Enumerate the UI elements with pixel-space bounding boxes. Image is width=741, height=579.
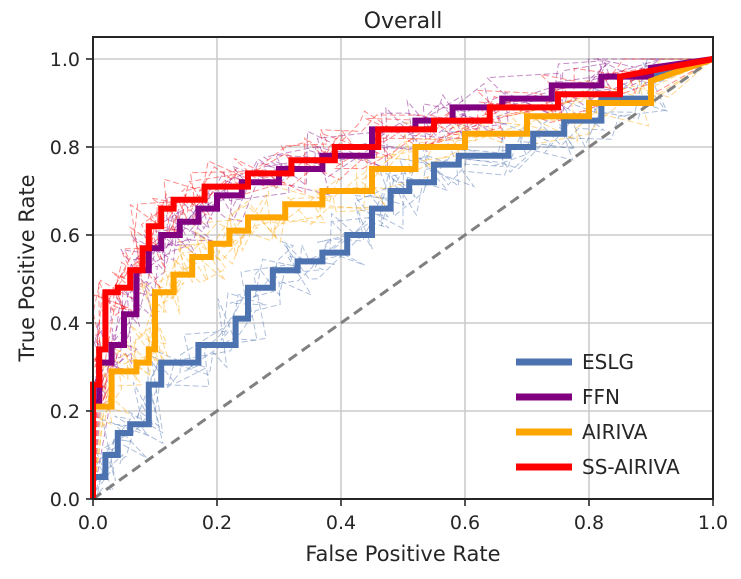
- fold-curve: [92, 58, 714, 500]
- fold-curve: [92, 58, 714, 499]
- chance-line: [92, 57, 714, 501]
- series-line-airiva: [90, 56, 715, 499]
- plot-frame: [92, 36, 714, 500]
- legend: ESLG FFN AIRIVA SS-AIRIVA: [516, 350, 680, 479]
- fold-curve: [92, 58, 714, 499]
- y-tick-label: 0.0: [50, 489, 80, 511]
- x-tick-label: 0.2: [202, 512, 232, 534]
- axis-ticks: 0.0 0.2 0.4 0.6 0.8 1.0 0.0 0.2 0.4 0.6 0.8 1.0: [50, 49, 728, 534]
- y-tick-label: 0.4: [50, 313, 80, 335]
- y-axis-label: True Positive Rate: [15, 174, 39, 362]
- x-tick-label: 0.4: [326, 512, 356, 534]
- x-tick-label: 0.0: [78, 512, 108, 534]
- y-tick-label: 0.2: [50, 401, 80, 423]
- x-tick-label: 0.8: [574, 512, 604, 534]
- legend-label: SS-AIRIVA: [582, 455, 680, 479]
- fold-curve: [92, 58, 713, 499]
- x-tick-label: 1.0: [698, 512, 728, 534]
- fold-curve: [92, 58, 714, 499]
- legend-label: FFN: [582, 385, 620, 409]
- x-axis-label: False Positive Rate: [305, 542, 500, 566]
- y-tick-label: 1.0: [50, 49, 80, 71]
- series-line-eslg: [90, 56, 714, 499]
- y-tick-label: 0.8: [50, 137, 80, 159]
- series-line-ffn: [90, 56, 714, 499]
- fold-curve: [92, 58, 713, 499]
- y-tick-label: 0.6: [50, 225, 80, 247]
- series-line-ss-airiva: [90, 56, 714, 499]
- legend-label: AIRIVA: [582, 420, 648, 444]
- fold-curve: [92, 58, 714, 500]
- legend-label: ESLG: [582, 350, 634, 374]
- x-tick-label: 0.6: [450, 512, 480, 534]
- chart-title: Overall: [364, 9, 443, 34]
- chance-diagonal: [92, 57, 714, 501]
- series-curves: [90, 56, 715, 499]
